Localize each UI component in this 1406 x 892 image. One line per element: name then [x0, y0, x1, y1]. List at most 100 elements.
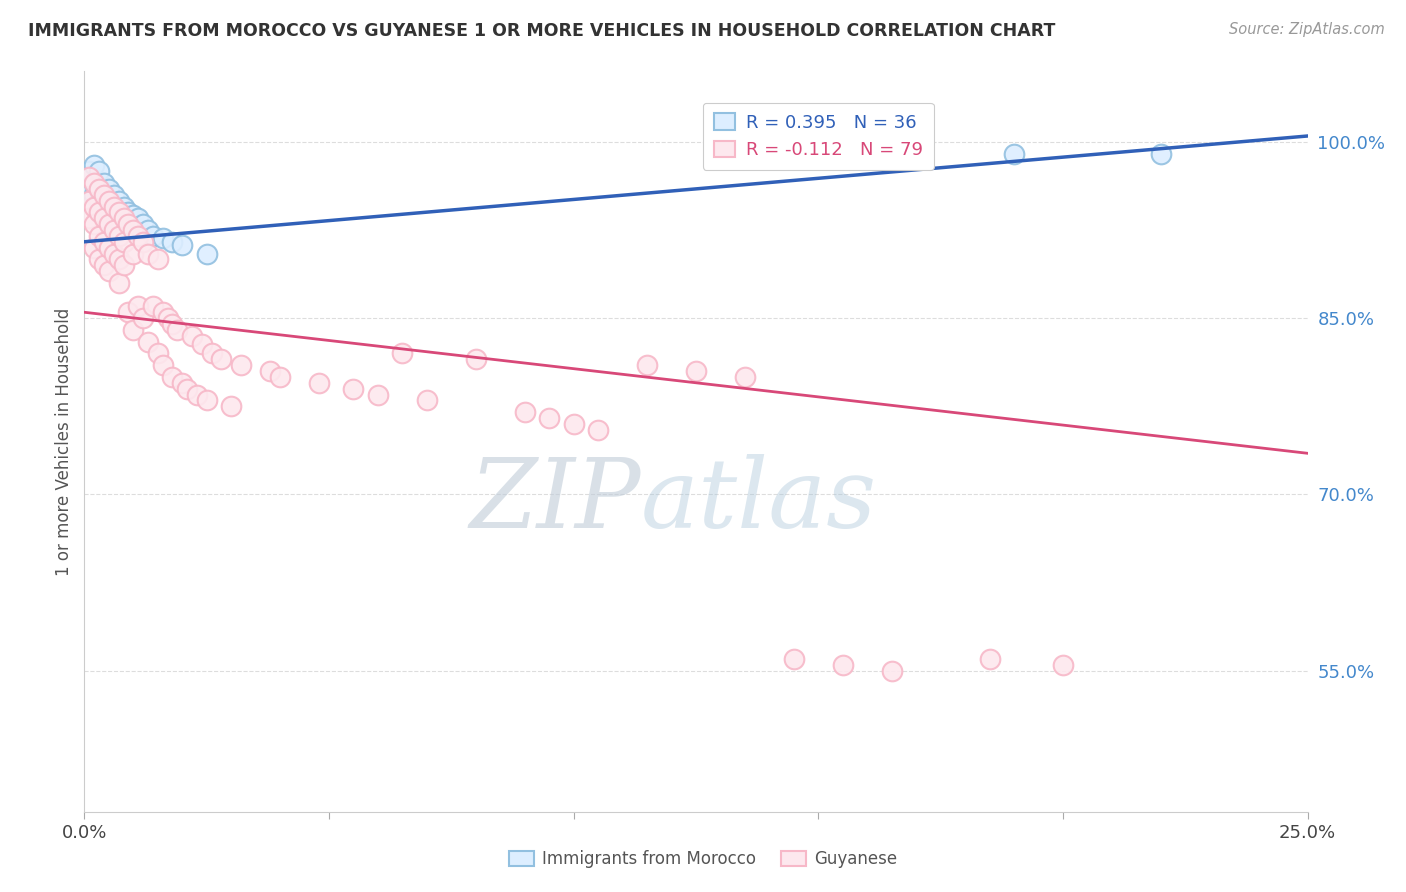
- Point: [97, 217, 120, 231]
- Point: [87, 164, 110, 178]
- Point: [87, 205, 110, 219]
- Point: [136, 223, 159, 237]
- Point: [122, 323, 145, 337]
- Point: [685, 364, 707, 378]
- Point: [97, 194, 120, 208]
- Point: [142, 299, 165, 313]
- Point: [77, 164, 100, 178]
- Point: [142, 228, 165, 243]
- Point: [83, 241, 105, 255]
- Point: [162, 235, 184, 249]
- Point: [562, 417, 585, 431]
- Point: [112, 258, 135, 272]
- Point: [391, 346, 413, 360]
- Point: [77, 211, 100, 226]
- Point: [259, 364, 281, 378]
- Point: [77, 194, 100, 208]
- Point: [117, 217, 139, 231]
- Point: [162, 370, 184, 384]
- Point: [87, 228, 110, 243]
- Point: [166, 323, 188, 337]
- Point: [127, 299, 149, 313]
- Point: [127, 211, 149, 226]
- Point: [117, 305, 139, 319]
- Point: [162, 317, 184, 331]
- Point: [146, 346, 169, 360]
- Point: [269, 370, 291, 384]
- Point: [132, 235, 155, 249]
- Point: [122, 219, 145, 234]
- Point: [181, 328, 204, 343]
- Point: [87, 182, 110, 196]
- Point: [97, 264, 120, 278]
- Point: [152, 358, 174, 372]
- Point: [464, 352, 486, 367]
- Point: [103, 200, 125, 214]
- Point: [880, 664, 903, 678]
- Point: [586, 423, 609, 437]
- Point: [107, 276, 129, 290]
- Point: [107, 205, 129, 219]
- Point: [831, 657, 853, 672]
- Point: [107, 194, 129, 208]
- Text: atlas: atlas: [641, 454, 877, 548]
- Point: [83, 158, 105, 172]
- Point: [636, 358, 658, 372]
- Point: [83, 176, 105, 190]
- Point: [219, 399, 242, 413]
- Point: [87, 182, 110, 196]
- Legend: R = 0.395   N = 36, R = -0.112   N = 79: R = 0.395 N = 36, R = -0.112 N = 79: [703, 103, 934, 169]
- Text: IMMIGRANTS FROM MOROCCO VS GUYANESE 1 OR MORE VEHICLES IN HOUSEHOLD CORRELATION : IMMIGRANTS FROM MOROCCO VS GUYANESE 1 OR…: [28, 22, 1056, 40]
- Point: [176, 382, 198, 396]
- Point: [172, 376, 194, 390]
- Point: [783, 652, 806, 666]
- Point: [367, 387, 389, 401]
- Point: [83, 176, 105, 190]
- Point: [195, 393, 218, 408]
- Point: [103, 246, 125, 260]
- Point: [97, 205, 120, 219]
- Point: [93, 187, 115, 202]
- Point: [103, 211, 125, 226]
- Point: [93, 235, 115, 249]
- Point: [112, 200, 135, 214]
- Point: [103, 200, 125, 214]
- Point: [1002, 146, 1025, 161]
- Point: [107, 205, 129, 219]
- Point: [112, 235, 135, 249]
- Text: Source: ZipAtlas.com: Source: ZipAtlas.com: [1229, 22, 1385, 37]
- Point: [1150, 146, 1173, 161]
- Point: [93, 200, 115, 214]
- Point: [112, 211, 135, 226]
- Point: [132, 311, 155, 326]
- Point: [117, 217, 139, 231]
- Point: [117, 205, 139, 219]
- Point: [308, 376, 330, 390]
- Point: [195, 246, 218, 260]
- Point: [152, 305, 174, 319]
- Point: [93, 176, 115, 190]
- Legend: Immigrants from Morocco, Guyanese: Immigrants from Morocco, Guyanese: [502, 844, 904, 875]
- Point: [191, 337, 214, 351]
- Point: [1052, 657, 1074, 672]
- Point: [156, 311, 179, 326]
- Point: [127, 228, 149, 243]
- Point: [734, 370, 756, 384]
- Point: [136, 334, 159, 349]
- Point: [172, 238, 194, 252]
- Point: [97, 182, 120, 196]
- Point: [122, 223, 145, 237]
- Point: [83, 200, 105, 214]
- Point: [186, 387, 208, 401]
- Point: [229, 358, 252, 372]
- Point: [97, 194, 120, 208]
- Point: [93, 211, 115, 226]
- Point: [77, 170, 100, 185]
- Point: [146, 252, 169, 267]
- Point: [77, 182, 100, 196]
- Point: [513, 405, 536, 419]
- Point: [83, 217, 105, 231]
- Point: [107, 252, 129, 267]
- Point: [416, 393, 439, 408]
- Point: [103, 223, 125, 237]
